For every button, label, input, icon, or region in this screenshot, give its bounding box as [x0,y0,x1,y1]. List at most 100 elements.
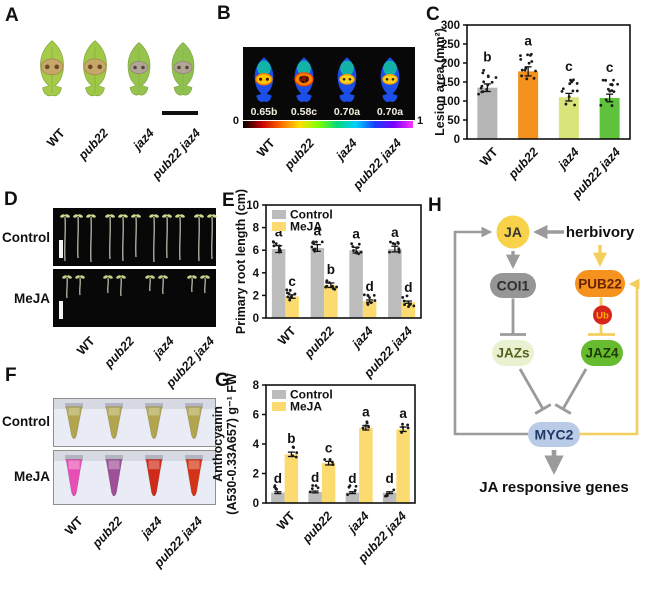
data-point [316,486,320,490]
panel-label-c: C [426,4,440,25]
thermal-leaf-pub22 [294,57,314,102]
node-herbivory-label: herbivory [566,224,635,241]
node-pub22-label: PUB22 [578,277,622,292]
sig-letter: d [404,280,412,295]
y-tick-label: 8 [253,380,260,392]
feedback-arrow-myc2-to-pub22 [580,278,640,436]
seedling [162,214,172,259]
bar-E-pub22-MeJA [324,285,338,318]
data-point [486,83,490,87]
data-point [482,80,486,84]
genotype-label-text: pub22 [299,509,336,546]
data-point [357,252,361,256]
data-point [286,295,290,299]
data-point [273,484,277,488]
data-point [400,431,403,434]
plot-box [466,24,631,140]
seedling [103,275,113,294]
data-point [274,242,278,246]
seedling [73,214,83,259]
data-point [364,424,367,428]
node-jaz4 [581,340,623,366]
data-point [287,292,291,295]
bar-G-jaz4-Control [345,492,360,503]
bar-E-WT-MeJA [285,296,299,318]
data-point [289,296,292,300]
data-point [524,66,528,70]
node-jazs-label: JAZs [496,346,529,361]
data-point [409,302,412,306]
node-ja-label: JA [504,224,522,240]
scale-max-label: 1 [417,115,424,127]
data-point [279,249,282,253]
node-ub-label: Ub [596,311,609,322]
data-point [294,455,298,459]
data-point [285,288,289,292]
genotype-label-text: WT [274,509,298,533]
data-point [354,484,358,488]
legend-swatch-Control [272,210,286,219]
data-point [359,250,363,254]
data-point [482,68,486,72]
genotype-label-text: WT [43,126,68,150]
node-jazs [492,340,534,366]
data-point [385,493,389,497]
data-point [272,240,276,244]
data-point [534,69,537,73]
seedling [207,214,217,260]
data-point [609,83,613,86]
bar-E-jaz4-MeJA [362,301,377,318]
data-point [610,89,614,92]
feedback-arrow-myc2-to-ja [453,226,528,436]
data-point [373,299,377,302]
data-point [372,293,376,297]
data-point [362,293,366,297]
genotype-label-text: pub22 [101,334,138,371]
bar-E-pub22 jaz4-MeJA [401,302,416,318]
data-point [308,490,312,494]
data-point [366,303,370,306]
data-point [527,61,531,65]
data-point [570,80,573,84]
seedling [175,214,185,261]
scale-bar [162,111,198,115]
data-point [408,302,412,306]
panel-d-meja-box [53,269,216,327]
leaf-photo-pub22 [83,40,107,97]
sig-letter: c [288,274,296,289]
y-tick-label: 2 [253,290,259,302]
data-point [568,82,572,86]
data-point [481,71,485,75]
row-label-control: Control [2,230,50,245]
data-point [313,247,317,251]
sig-letter: a [524,33,532,48]
bar-E-pub22-Control [310,247,325,318]
scale-min-label: 0 [232,115,239,127]
y-tick-label: 250 [441,39,460,51]
data-point [405,294,409,298]
data-point [355,251,358,255]
sig-letter: d [348,471,356,486]
panel-f-meja-box [53,450,216,505]
panel-label-e: E [222,190,235,211]
y-tick-label: 50 [447,115,460,127]
data-point [277,244,281,248]
data-point [526,53,529,57]
data-point [311,241,314,245]
data-point [570,79,574,83]
data-point [560,90,564,93]
data-point [397,250,401,254]
data-point [312,248,315,252]
data-point [384,494,387,498]
row-label-meja: MeJA [13,469,50,484]
node-pub22 [575,270,625,297]
data-point [606,87,610,91]
panel-d-control-box [53,208,217,266]
data-point [368,296,371,300]
data-point [481,90,485,94]
data-point [331,284,334,288]
sig-letter: a [275,225,283,240]
